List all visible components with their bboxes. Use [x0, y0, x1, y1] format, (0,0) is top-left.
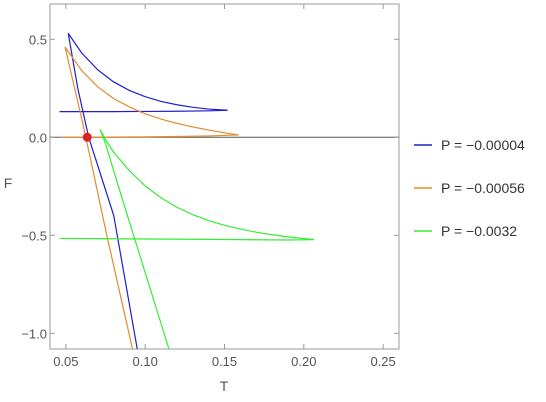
x-tick-label: 0.10 [133, 354, 158, 369]
critical-point-marker [82, 132, 92, 142]
legend-label: P = −0.00004 [441, 137, 525, 153]
y-tick-label: −1.0 [21, 326, 47, 341]
series-line-1 [59, 33, 228, 349]
x-tick-label: 0.15 [212, 354, 237, 369]
x-tick-label: 0.25 [370, 354, 395, 369]
plot-frame [49, 3, 400, 350]
ticks: 0.05 0.10 0.15 0.20 0.25 0.5 0.0 −0.5 −1.0 [21, 4, 399, 369]
series-layer [59, 33, 315, 349]
y-tick-label: 0.0 [29, 130, 47, 145]
legend: P = −0.00004 P = −0.00056 P = −0.0032 [414, 137, 525, 239]
x-tick-label: 0.20 [291, 354, 316, 369]
legend-label: P = −0.0032 [441, 223, 517, 239]
series-line-2 [59, 46, 239, 349]
legend-label: P = −0.00056 [441, 180, 525, 196]
y-tick-label: −0.5 [21, 228, 47, 243]
y-axis-label: F [4, 175, 13, 191]
x-tick-label: 0.05 [53, 354, 78, 369]
series-line-3 [59, 129, 315, 349]
x-axis-label: T [220, 378, 229, 394]
y-tick-label: 0.5 [29, 32, 47, 47]
